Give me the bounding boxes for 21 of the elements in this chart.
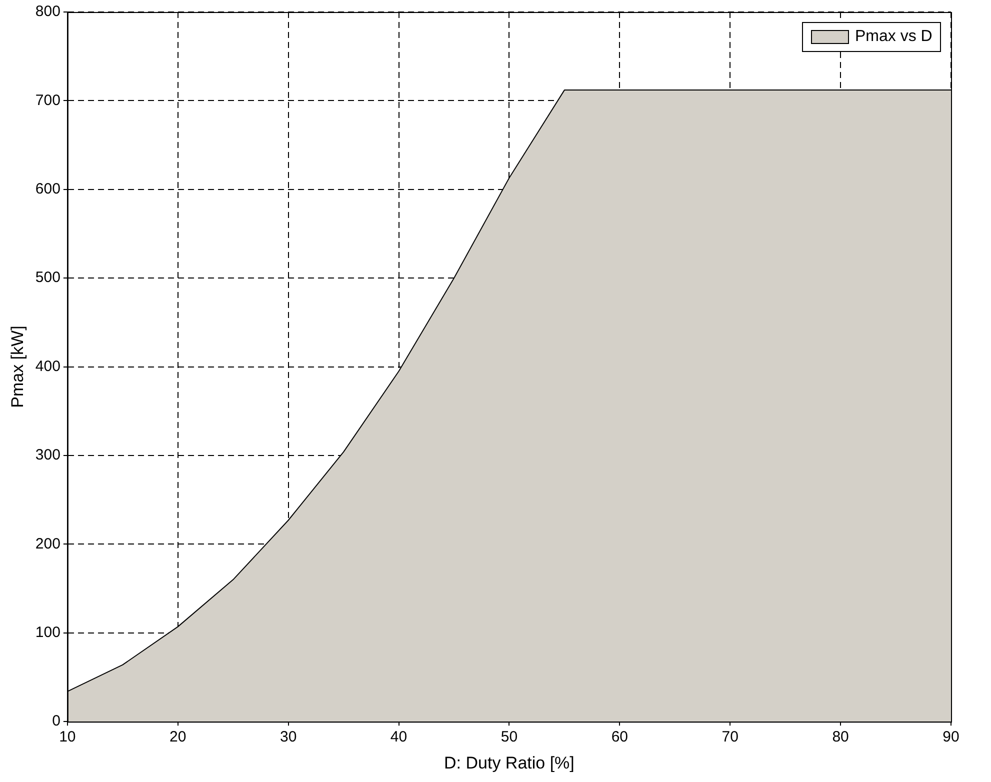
x-tick-label: 20 [170, 728, 186, 746]
x-tick-label: 40 [390, 728, 408, 746]
y-tick-label: 200 [35, 535, 60, 552]
y-tick-label: 600 [35, 180, 60, 198]
y-tick-label: 0 [52, 712, 60, 730]
x-tick-label: 90 [942, 728, 960, 746]
x-tick-label: 70 [722, 728, 738, 746]
y-tick-label: 500 [35, 269, 60, 286]
y-tick-label: 400 [35, 358, 60, 375]
y-tick-label: 100 [35, 624, 60, 642]
x-tick-label: 80 [832, 728, 849, 746]
y-tick-label: 300 [35, 446, 60, 464]
y-axis-title: Pmax [kW] [8, 326, 27, 408]
legend-label: Pmax vs D [855, 28, 932, 46]
x-tick-label: 60 [611, 728, 628, 746]
x-tick-label: 30 [280, 728, 297, 746]
y-tick-label: 800 [35, 3, 60, 20]
x-axis-title: D: Duty Ratio [%] [444, 753, 574, 772]
x-tick-label: 50 [500, 728, 518, 746]
x-tick-label: 10 [59, 728, 76, 746]
y-tick-label: 700 [35, 92, 60, 109]
